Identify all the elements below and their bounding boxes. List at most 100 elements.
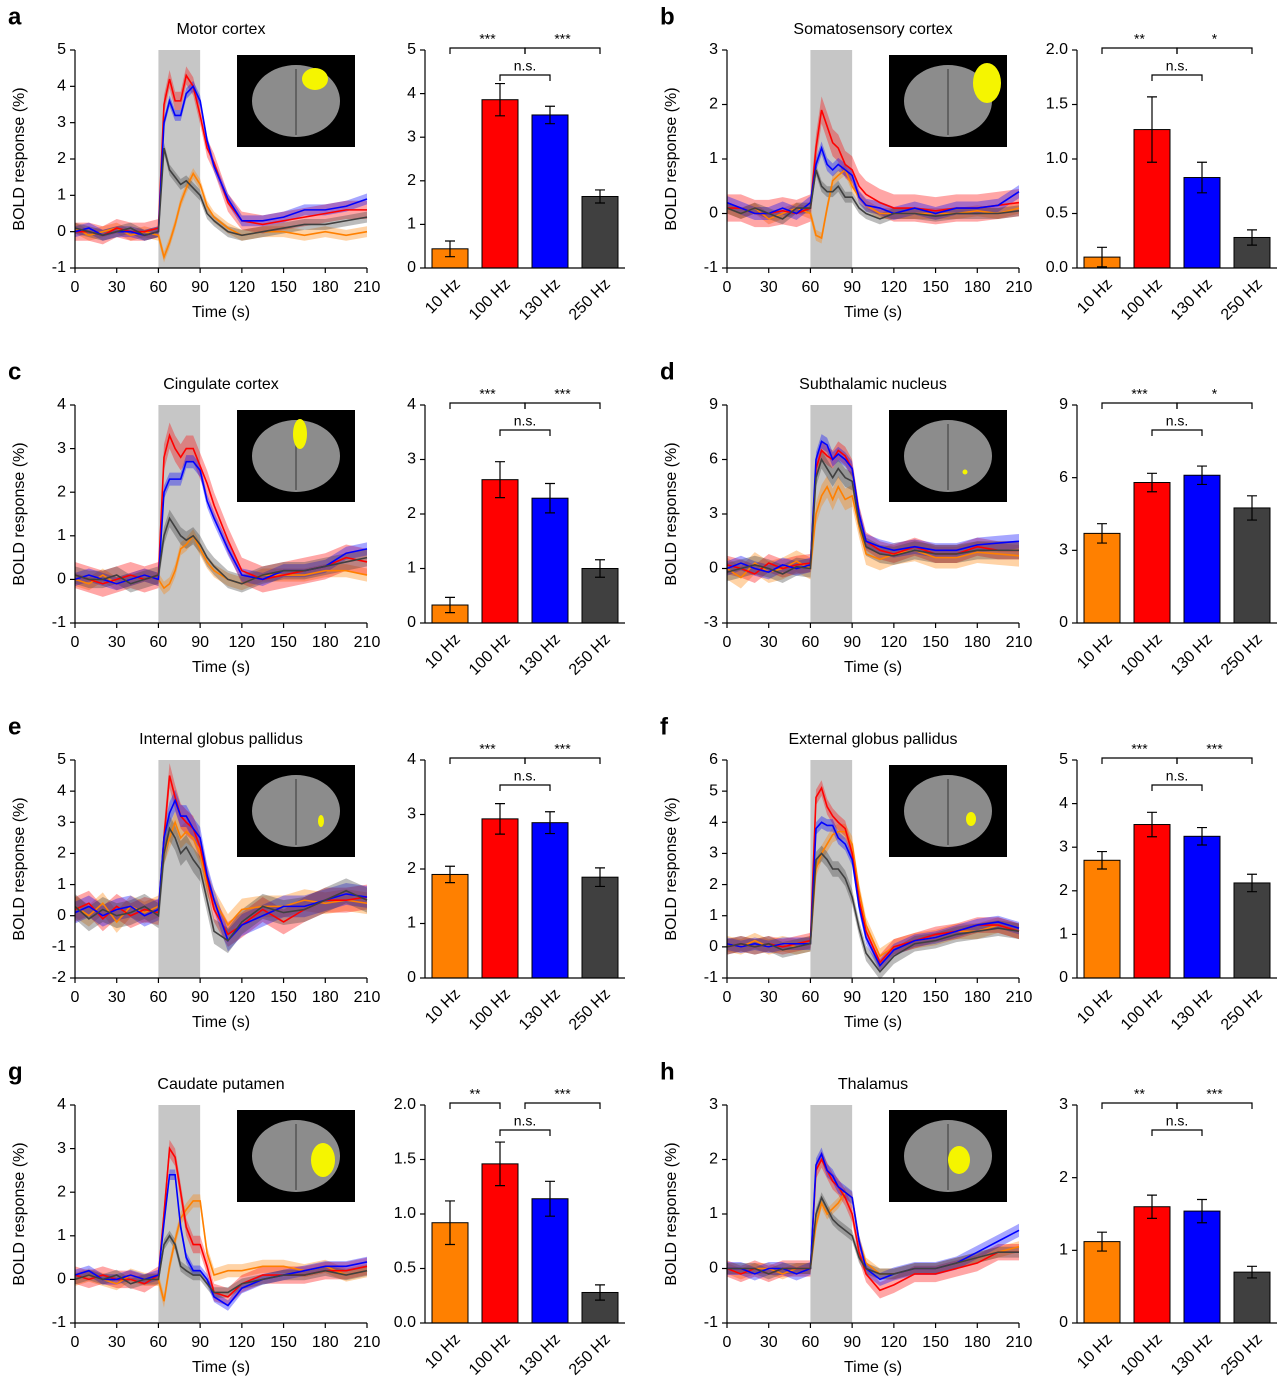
significance-bracket xyxy=(1176,757,1253,764)
y-tick-label: 0.5 xyxy=(394,1260,416,1277)
bar xyxy=(1183,474,1221,624)
error-bar xyxy=(495,82,505,117)
error-band xyxy=(75,763,367,947)
error-bar xyxy=(1147,472,1157,493)
y-tick-label: 5 xyxy=(1059,751,1068,768)
y-tick-label: 3 xyxy=(407,806,416,823)
error-bar xyxy=(1197,161,1207,194)
y-tick-label: 4 xyxy=(57,1096,66,1113)
bar xyxy=(1233,1271,1271,1324)
series-line xyxy=(74,84,368,237)
significance-bracket xyxy=(1176,1102,1253,1109)
series-line xyxy=(726,145,1020,215)
x-axis-label: Time (s) xyxy=(192,1014,250,1031)
bar xyxy=(1183,835,1221,979)
y-axis-label: BOLD response (%) xyxy=(11,1142,28,1285)
y-tick-label: 2 xyxy=(709,96,718,113)
error-bar xyxy=(1097,1231,1107,1252)
x-tick-label: 180 xyxy=(312,989,339,1006)
significance-label: ** xyxy=(1134,1086,1145,1102)
x-tick-label: 60 xyxy=(150,634,168,651)
panel-letter: e xyxy=(8,713,21,740)
y-axis-label: BOLD response (%) xyxy=(663,87,680,230)
x-tick-label: 150 xyxy=(270,989,297,1006)
y-tick-label: 4 xyxy=(1059,795,1068,812)
inset-region xyxy=(973,63,1001,103)
y-tick-label: 0 xyxy=(57,907,66,924)
x-tick-label: 90 xyxy=(843,279,861,296)
bar xyxy=(531,114,569,269)
bar xyxy=(481,99,519,269)
x-tick-label: 100 Hz xyxy=(1118,1331,1166,1379)
y-tick-label: 9 xyxy=(709,396,718,413)
x-tick-label: 120 xyxy=(229,989,256,1006)
significance-bracket xyxy=(1101,402,1178,409)
y-tick-label: -1 xyxy=(704,1314,718,1331)
significance-bracket xyxy=(449,1102,501,1109)
error-bar xyxy=(1197,826,1207,846)
series-line xyxy=(726,484,1020,579)
x-tick-label: 250 Hz xyxy=(1218,1331,1266,1379)
x-tick-label: 100 Hz xyxy=(466,1331,514,1379)
x-tick-label: 10 Hz xyxy=(1074,986,1116,1028)
chart-title: Caudate putamen xyxy=(157,1076,284,1093)
error-bar xyxy=(495,803,505,835)
y-tick-label: 0 xyxy=(1059,614,1068,631)
bar xyxy=(1233,882,1271,979)
error-bar xyxy=(595,1284,605,1301)
significance-bracket xyxy=(1101,47,1178,54)
error-bar xyxy=(595,189,605,204)
x-tick-label: 150 xyxy=(922,989,949,1006)
y-tick-label: 3 xyxy=(1059,838,1068,855)
x-tick-label: 60 xyxy=(150,279,168,296)
bar xyxy=(581,876,619,979)
x-axis-label: Time (s) xyxy=(844,659,902,676)
error-band xyxy=(75,509,367,593)
x-tick-label: 10 Hz xyxy=(422,631,464,673)
y-tick-label: 4 xyxy=(57,396,66,413)
significance-bracket xyxy=(1101,757,1178,764)
y-tick-label: 3 xyxy=(709,1096,718,1113)
x-tick-label: 210 xyxy=(354,634,381,651)
significance-label: *** xyxy=(554,31,571,47)
x-tick-label: 30 xyxy=(760,634,778,651)
error-band xyxy=(75,66,367,245)
x-tick-label: 30 xyxy=(108,989,126,1006)
chart-title: Somatosensory cortex xyxy=(793,21,952,38)
x-tick-label: 30 xyxy=(760,1334,778,1351)
x-tick-label: 180 xyxy=(964,989,991,1006)
y-tick-label: 0 xyxy=(1059,969,1068,986)
significance-bracket xyxy=(1151,74,1203,81)
x-tick-label: 250 Hz xyxy=(1218,631,1266,679)
inset-region xyxy=(948,1146,970,1174)
y-tick-label: 0 xyxy=(407,614,416,631)
significance-bracket xyxy=(524,47,601,54)
x-tick-label: 130 Hz xyxy=(516,276,564,324)
y-tick-label: 3 xyxy=(57,814,66,831)
bar xyxy=(1083,532,1121,624)
panel-letter: c xyxy=(8,358,21,385)
error-bar xyxy=(545,105,555,125)
inset-region xyxy=(293,419,307,449)
y-tick-label: 6 xyxy=(709,751,718,768)
y-tick-label: 0.5 xyxy=(1046,205,1068,222)
stimulation-period xyxy=(810,405,853,623)
x-tick-label: 0 xyxy=(723,1334,732,1351)
significance-bracket xyxy=(1176,47,1253,54)
significance-bracket xyxy=(449,47,526,54)
significance-label: n.s. xyxy=(514,768,537,784)
y-tick-label: 4 xyxy=(407,396,416,413)
x-tick-label: 0 xyxy=(71,634,80,651)
x-tick-label: 150 xyxy=(270,1334,297,1351)
y-tick-label: 0 xyxy=(407,259,416,276)
y-tick-label: 0 xyxy=(57,223,66,240)
series-line xyxy=(74,826,368,942)
y-tick-label: 5 xyxy=(407,41,416,58)
y-tick-label: 2 xyxy=(709,876,718,893)
y-tick-label: 1 xyxy=(709,150,718,167)
error-bar xyxy=(445,865,455,884)
error-bar xyxy=(1147,1194,1157,1219)
x-axis-label: Time (s) xyxy=(844,1359,902,1376)
x-tick-label: 130 Hz xyxy=(1168,986,1216,1034)
